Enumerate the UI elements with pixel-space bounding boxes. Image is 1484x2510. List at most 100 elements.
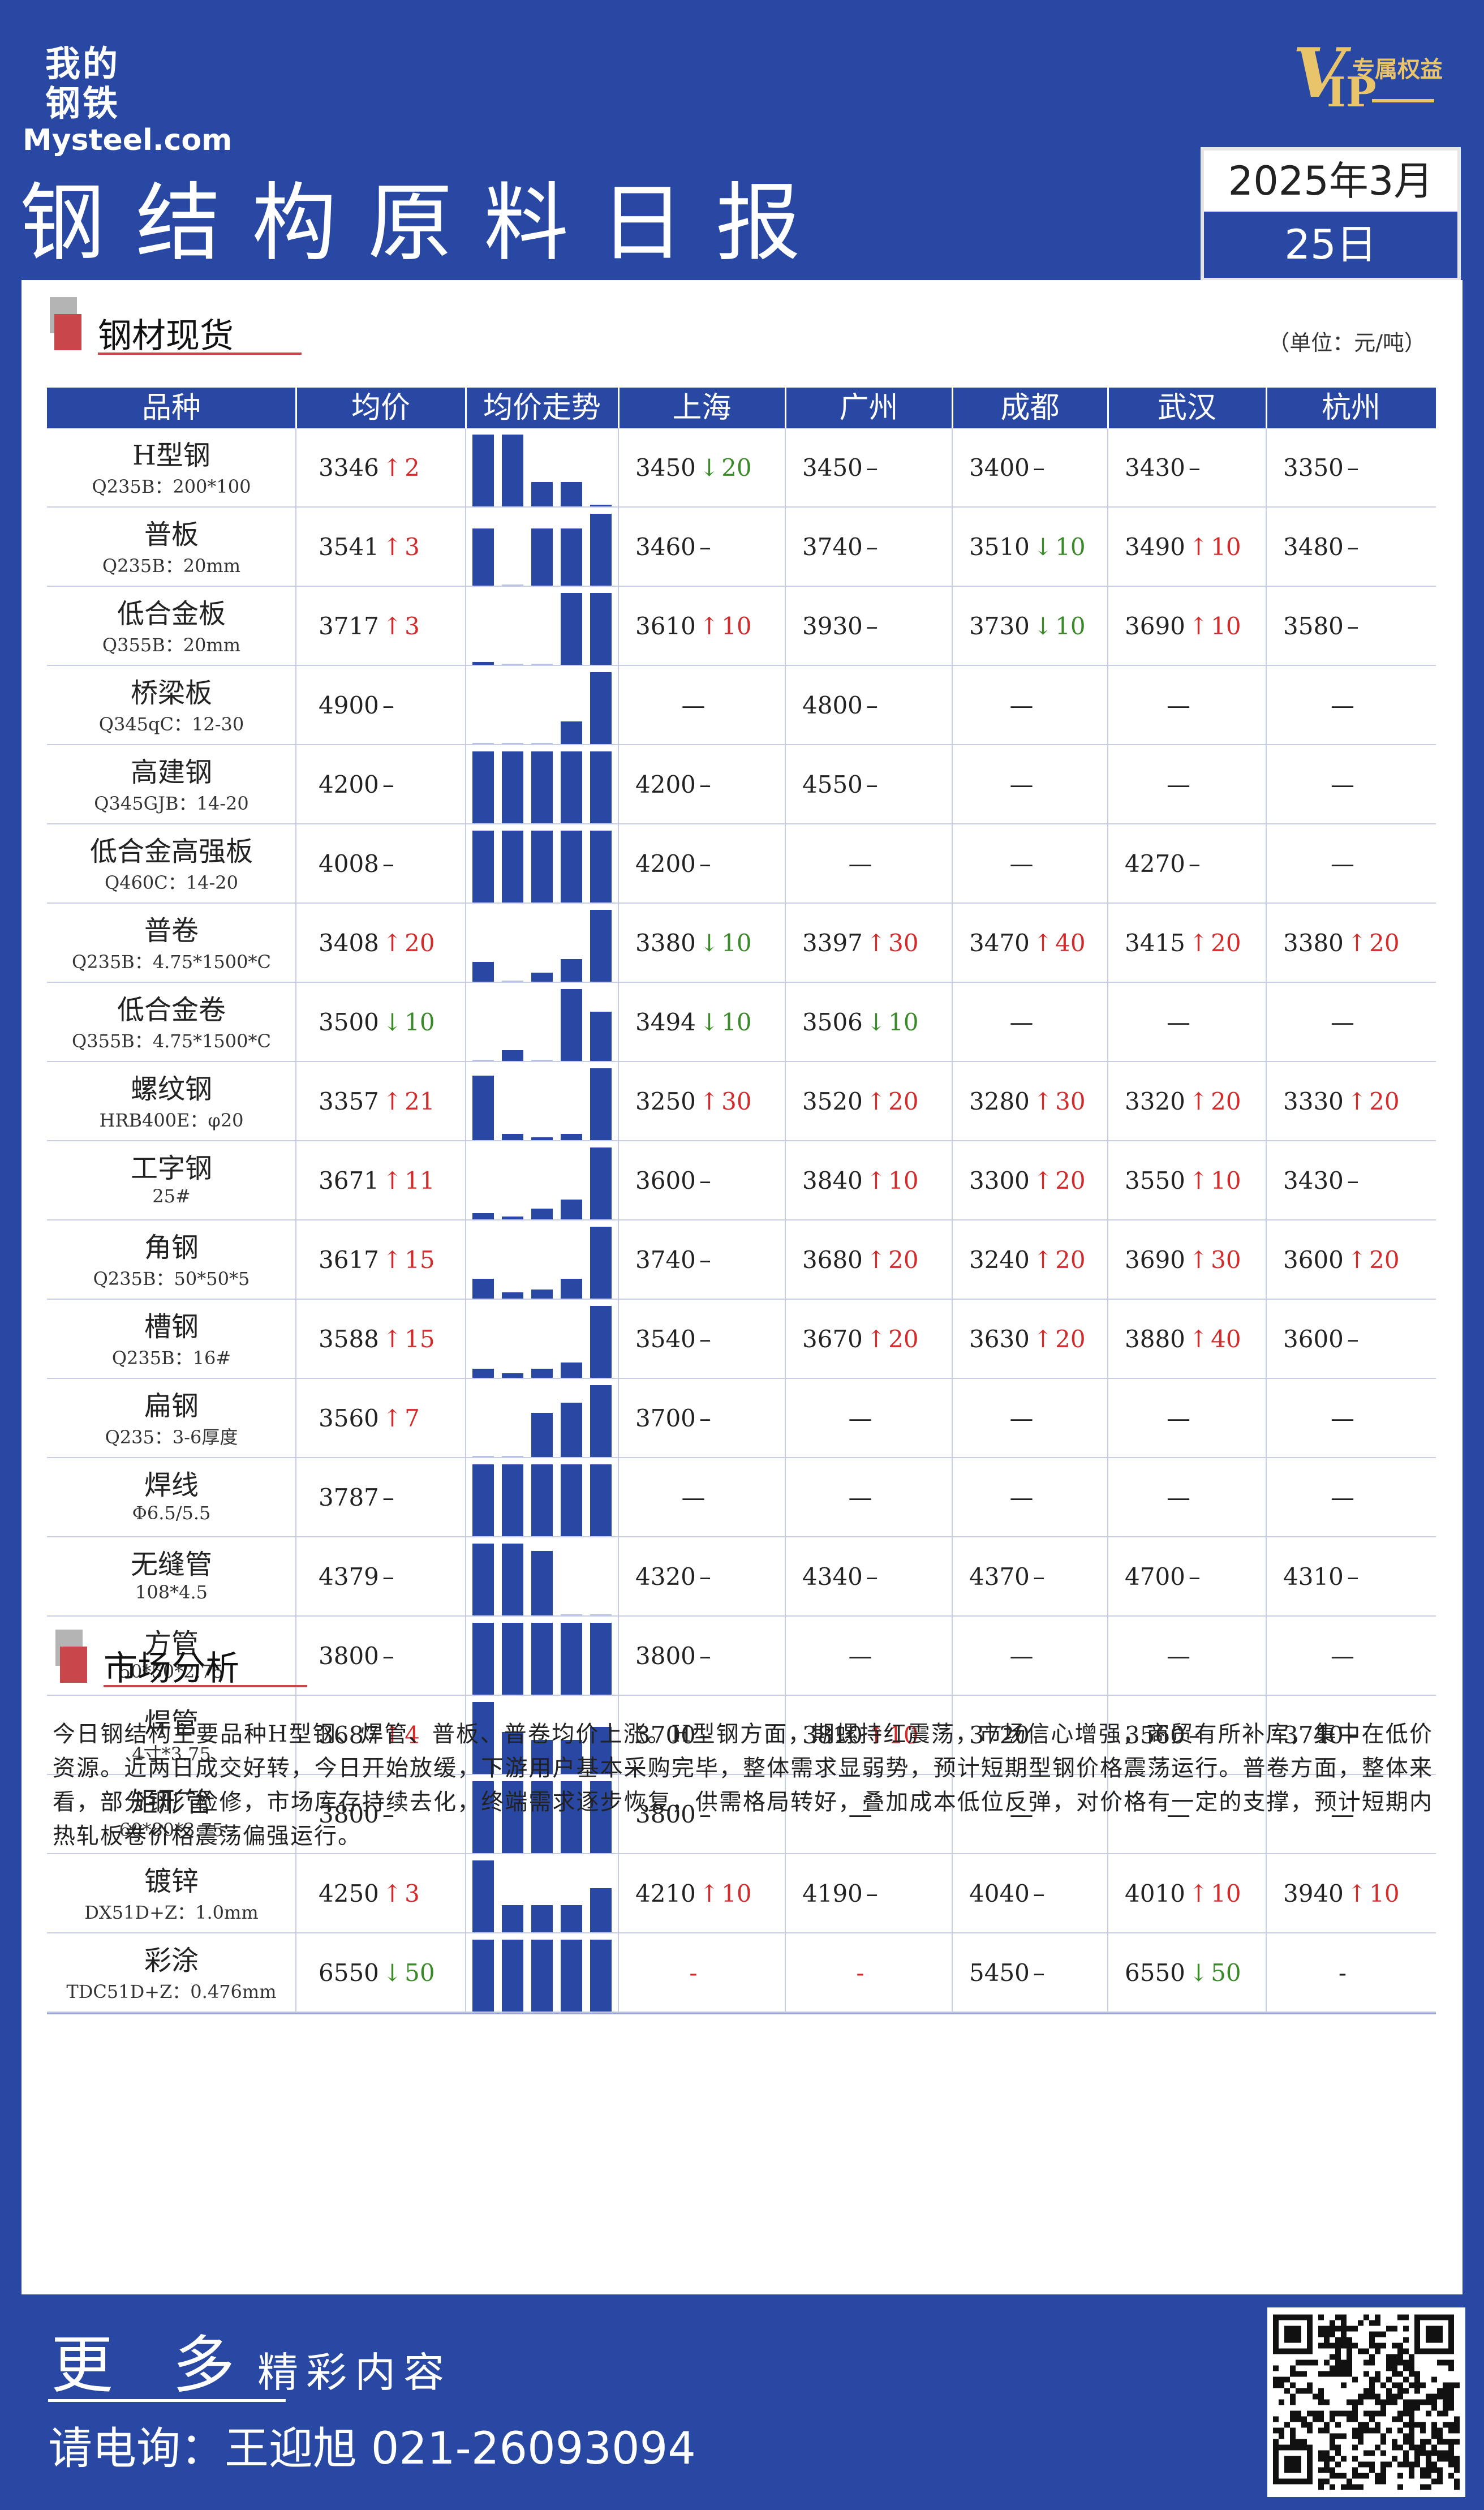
product-spec: Q235B：200*100: [92, 476, 251, 497]
price-change: 20: [1055, 1167, 1086, 1194]
row-divider: [47, 1061, 1436, 1062]
price-value: 3430: [1283, 1167, 1344, 1194]
product-name: 方管: [144, 1628, 199, 1660]
price-value: 3800: [635, 1642, 696, 1670]
price-value: 3450: [802, 454, 863, 482]
trend-bar: [531, 831, 553, 902]
trend-bar: [502, 1217, 523, 1219]
price-value: 3280: [969, 1088, 1030, 1115]
product-name: 无缝管: [130, 1549, 212, 1580]
table-row: 低合金卷 Q355B：4.75*1500*C 3500 ↓10 3494 ↓10 3506 ↓…: [47, 983, 1436, 1062]
vip-v: V: [1293, 33, 1346, 113]
city-price: —: [1108, 666, 1249, 745]
dash-icon: –: [382, 691, 394, 719]
product-spec: Q345GJB：14-20: [94, 793, 249, 814]
trend-bar: [472, 435, 494, 506]
price-value: 3730: [969, 612, 1030, 640]
dash-icon: –: [699, 850, 711, 878]
date-month: 2025年3月: [1204, 151, 1457, 212]
price-value: 4210: [635, 1880, 696, 1907]
column-divider: [465, 428, 466, 2013]
city-price: 3490 ↑10: [1125, 508, 1266, 587]
product-spec: Q235B：50*50*5: [93, 1268, 250, 1290]
price-change: 3: [405, 533, 420, 561]
qr-code[interactable]: [1267, 2307, 1465, 2497]
table-row: 角钢 Q235B：50*50*5 3617 ↑15 3740–3680 ↑20 3240 ↑2…: [47, 1220, 1436, 1300]
price-change: 21: [405, 1088, 435, 1115]
price-change: 20: [1055, 1246, 1086, 1274]
city-price: 3940 ↑10: [1283, 1854, 1436, 1933]
trend-bar: [590, 1727, 612, 1774]
price-value: 3330: [1283, 1088, 1344, 1115]
header-separator: [1107, 388, 1109, 428]
row-divider: [47, 665, 1436, 666]
empty-value: —: [1331, 771, 1354, 798]
price-value: 3541: [319, 533, 379, 561]
empty-value: —: [1009, 1484, 1034, 1511]
price-change: 10: [1211, 612, 1241, 640]
trend-bar: [561, 1614, 582, 1615]
dash-icon: –: [1347, 612, 1359, 640]
trend-bar: [472, 1213, 494, 1219]
empty-value: -: [1338, 1959, 1347, 1987]
dash-icon: –: [382, 850, 394, 878]
price-value: 3600: [1283, 1325, 1344, 1353]
price-value: 4200: [635, 771, 696, 798]
header-separator: [618, 388, 620, 428]
arrow-up-icon: ↑: [382, 929, 403, 957]
trend-bar: [472, 1279, 494, 1299]
header-separator: [465, 388, 467, 428]
city-price: —: [952, 1617, 1091, 1696]
trend-bar: [502, 584, 523, 586]
trend-bar: [472, 962, 494, 982]
price-value: 3560: [319, 1404, 379, 1432]
trend-bar: [561, 1781, 582, 1853]
trend-bar: [472, 1544, 494, 1615]
table-row: 焊线 Φ6.5/5.5 3787– — — — — —: [47, 1458, 1436, 1537]
empty-value: —: [848, 1642, 872, 1670]
section-title-steel: 钢材现货: [98, 316, 234, 356]
trend-bar: [531, 1464, 553, 1536]
city-price: 4210 ↑10: [635, 1854, 785, 1933]
city-price: 3690 ↑30: [1125, 1220, 1266, 1300]
price-value: 3810: [802, 1721, 863, 1749]
product-spec: 60*80*3.75: [119, 1819, 224, 1841]
trend-bar: [502, 664, 523, 665]
more-big-text: 更 多: [51, 2329, 255, 2401]
city-price: 3240 ↑20: [969, 1220, 1108, 1300]
trend-bar: [502, 831, 523, 902]
dash-icon: –: [1347, 1325, 1359, 1353]
trend-bar: [561, 721, 582, 744]
price-change: 10: [888, 1167, 919, 1194]
empty-value: —: [848, 850, 872, 878]
city-price: 3680 ↑20: [802, 1220, 952, 1300]
price-value: 3800: [635, 1800, 696, 1828]
avg-price: 3560 ↑7: [319, 1379, 466, 1458]
city-price: 4800–: [802, 666, 952, 745]
trend-sparkline: [466, 1854, 618, 1933]
price-value: 3580: [1283, 612, 1344, 640]
price-change: 30: [888, 929, 919, 957]
product-name: 低合金卷: [117, 994, 226, 1026]
market-analysis-text: 今日钢结构主要品种H型钢、焊管、普板、普卷均价上涨。H型钢方面，期螺持红震荡，市…: [53, 1721, 1433, 1849]
trend-bar: [561, 593, 582, 665]
price-value: 4040: [969, 1880, 1030, 1907]
avg-price: 4250 ↑3: [319, 1854, 466, 1933]
city-price: —: [785, 1379, 935, 1458]
product-spec: 50*50*2.75: [119, 1661, 224, 1682]
dash-icon: –: [866, 612, 878, 640]
price-change: 20: [1369, 1246, 1400, 1274]
trend-sparkline: [466, 1141, 618, 1220]
section-marker-front: [60, 1647, 87, 1683]
trend-bar: [472, 528, 494, 586]
dash-icon: –: [1347, 454, 1359, 482]
header-separator: [952, 388, 953, 428]
city-price: —: [1108, 745, 1249, 824]
trend-bar: [502, 1134, 523, 1140]
price-change: 10: [1369, 1880, 1400, 1907]
trend-bar: [590, 514, 612, 586]
price-value: 3610: [635, 612, 696, 640]
city-price: —: [1266, 1617, 1419, 1696]
trend-bar: [531, 528, 553, 586]
price-value: 3490: [1125, 533, 1185, 561]
